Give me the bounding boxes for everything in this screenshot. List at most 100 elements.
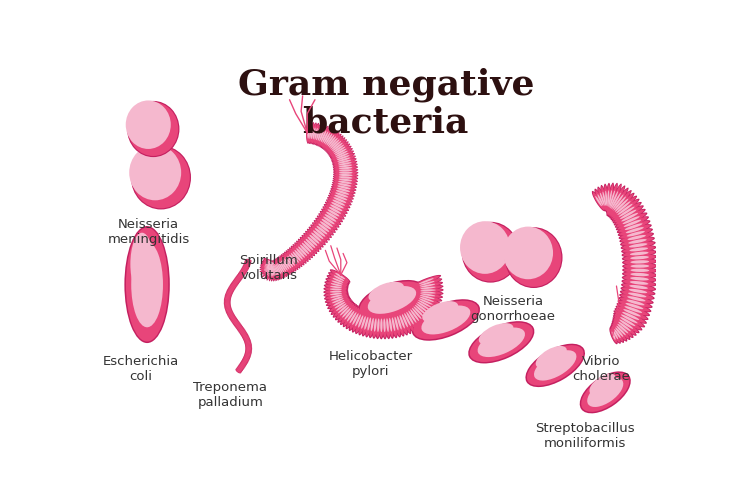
Ellipse shape <box>624 268 656 273</box>
Ellipse shape <box>321 128 333 148</box>
Ellipse shape <box>326 136 344 153</box>
Ellipse shape <box>330 148 353 159</box>
Ellipse shape <box>306 122 311 144</box>
Ellipse shape <box>226 291 232 295</box>
Ellipse shape <box>395 310 404 335</box>
Ellipse shape <box>412 282 443 290</box>
Ellipse shape <box>331 296 343 300</box>
Ellipse shape <box>392 309 401 338</box>
Ellipse shape <box>355 309 366 334</box>
Ellipse shape <box>232 284 236 287</box>
Ellipse shape <box>333 170 358 175</box>
Ellipse shape <box>341 305 356 324</box>
Ellipse shape <box>616 303 650 316</box>
Ellipse shape <box>332 298 344 303</box>
Ellipse shape <box>306 123 310 143</box>
Ellipse shape <box>246 345 251 347</box>
Ellipse shape <box>330 291 342 293</box>
Ellipse shape <box>287 251 300 268</box>
Ellipse shape <box>394 309 404 337</box>
Ellipse shape <box>225 306 230 307</box>
Ellipse shape <box>329 140 346 154</box>
Ellipse shape <box>600 185 608 213</box>
Ellipse shape <box>605 191 607 206</box>
Ellipse shape <box>327 137 336 147</box>
Ellipse shape <box>631 265 649 268</box>
Ellipse shape <box>325 134 341 152</box>
Ellipse shape <box>281 261 288 271</box>
Ellipse shape <box>315 124 321 144</box>
Ellipse shape <box>318 129 322 141</box>
Ellipse shape <box>413 297 436 310</box>
Ellipse shape <box>313 128 316 140</box>
Ellipse shape <box>270 262 273 282</box>
Ellipse shape <box>325 134 333 145</box>
Ellipse shape <box>289 248 303 265</box>
Ellipse shape <box>323 130 335 148</box>
Ellipse shape <box>276 264 281 274</box>
Ellipse shape <box>333 200 345 206</box>
Ellipse shape <box>230 287 234 290</box>
Ellipse shape <box>338 157 350 162</box>
Ellipse shape <box>270 266 272 277</box>
Ellipse shape <box>629 243 648 247</box>
Ellipse shape <box>526 344 585 387</box>
Ellipse shape <box>395 317 398 331</box>
Ellipse shape <box>261 262 278 270</box>
Ellipse shape <box>334 163 357 168</box>
Ellipse shape <box>385 312 390 338</box>
Ellipse shape <box>227 310 232 312</box>
Ellipse shape <box>622 241 654 249</box>
Ellipse shape <box>314 128 318 140</box>
Ellipse shape <box>325 278 349 287</box>
Ellipse shape <box>404 313 411 326</box>
Ellipse shape <box>132 107 164 143</box>
Ellipse shape <box>240 272 244 276</box>
Ellipse shape <box>614 316 638 332</box>
Ellipse shape <box>260 268 279 271</box>
Ellipse shape <box>235 279 239 283</box>
Ellipse shape <box>325 292 347 296</box>
Ellipse shape <box>412 299 480 341</box>
Ellipse shape <box>287 249 303 267</box>
Ellipse shape <box>325 290 346 294</box>
Ellipse shape <box>240 332 247 336</box>
Ellipse shape <box>333 158 355 165</box>
Ellipse shape <box>277 257 289 276</box>
Ellipse shape <box>330 283 342 286</box>
Ellipse shape <box>128 102 178 156</box>
Ellipse shape <box>228 288 234 292</box>
Ellipse shape <box>387 312 393 337</box>
Ellipse shape <box>268 266 272 276</box>
Ellipse shape <box>343 305 359 327</box>
Ellipse shape <box>620 317 635 326</box>
Ellipse shape <box>234 278 240 283</box>
Ellipse shape <box>327 209 339 217</box>
Ellipse shape <box>126 100 171 149</box>
Ellipse shape <box>349 307 363 331</box>
Ellipse shape <box>230 284 236 289</box>
Ellipse shape <box>276 259 287 276</box>
Ellipse shape <box>327 135 334 146</box>
Ellipse shape <box>242 266 249 271</box>
Ellipse shape <box>610 194 633 217</box>
Ellipse shape <box>510 234 546 272</box>
Ellipse shape <box>607 182 614 215</box>
Ellipse shape <box>240 362 246 366</box>
Ellipse shape <box>137 113 159 136</box>
Ellipse shape <box>330 288 342 290</box>
Ellipse shape <box>614 329 621 338</box>
Ellipse shape <box>124 226 170 343</box>
Ellipse shape <box>618 207 635 217</box>
Ellipse shape <box>317 125 324 145</box>
Ellipse shape <box>630 281 648 285</box>
Ellipse shape <box>291 246 306 264</box>
Ellipse shape <box>238 328 243 331</box>
Ellipse shape <box>412 294 442 305</box>
Ellipse shape <box>613 313 643 331</box>
Ellipse shape <box>329 195 351 205</box>
Ellipse shape <box>271 262 279 279</box>
Ellipse shape <box>479 323 513 345</box>
Ellipse shape <box>224 296 231 299</box>
Ellipse shape <box>265 267 273 274</box>
